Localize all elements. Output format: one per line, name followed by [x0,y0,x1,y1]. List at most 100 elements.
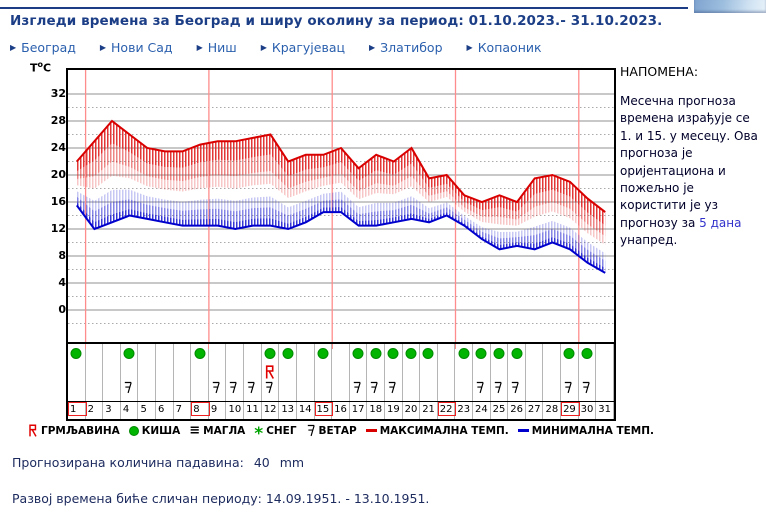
note-text-end: унапред. [620,233,678,248]
rain-icon [194,348,206,359]
day-numbers-row: 1 2 3 4 5 6 7 8 9 10 11 12 13 14 15 16 17 18 19 20 21 22 23 24 2… [66,401,616,421]
note-heading: НАПОМЕНА: [620,64,699,79]
wind-icon [493,379,503,398]
wind-icon [246,379,256,398]
daily-icons-strip [66,344,616,401]
legend-label: МАГЛА [203,424,246,437]
day-icons-24 [473,344,491,401]
day-icons-22 [438,344,456,401]
y-tick-20: 20 [50,168,66,181]
wind-icon [510,379,520,398]
nav-arrow-icon: ▶ [10,42,17,52]
legend-label: МИНИМАЛНА ТЕМП. [531,424,655,437]
day-number-30: 30 [579,402,597,419]
rain-icon [128,425,139,436]
wind-icon [387,379,397,398]
day-icons-7 [174,344,192,401]
nav-arrow-icon: ▶ [99,42,107,52]
day-number-7: 7 [174,402,192,419]
rain-icon [511,348,523,359]
legend-label: ГРМЉАВИНА [41,424,120,437]
thunder-icon [28,424,38,437]
nav-link-4[interactable]: ▶ Крагујевац [261,40,345,55]
plot-area [66,68,616,344]
sunday-tick [208,344,210,349]
rain-icon [422,348,434,359]
nav-arrow-icon: ▶ [260,42,267,52]
day-icons-15 [315,344,333,401]
legend-item-snow: * СНЕГ [254,425,296,443]
day-icons-12 [262,344,280,401]
y-tick-24: 24 [50,141,66,154]
wind-icon [264,379,274,398]
nav-link-2[interactable]: ▶ Нови Сад [100,40,173,55]
day-number-5: 5 [138,402,157,419]
y-tick-12: 12 [50,222,66,235]
precipitation-line: Прогнозирана количина падавина: 40 mm [12,455,304,470]
nav-link-3[interactable]: ▶ Ниш [197,40,237,55]
rain-icon [387,348,399,359]
day-number-26: 26 [508,402,526,419]
legend-label: КИША [141,424,181,437]
day-number-23: 23 [455,402,474,419]
chart-legend: ГРМЉАВИНА КИША ≡ МАГЛА * СНЕГ ВЕТАР МАКСИМАЛНА … [28,422,655,443]
rain-icon [70,348,82,359]
day-number-27: 27 [526,402,544,419]
day-number-31: 31 [596,402,614,419]
sunday-tick [85,344,87,349]
rain-icon [370,348,382,359]
wind-icon [475,379,485,398]
nav-link-5[interactable]: ▶ Златибор [369,40,443,55]
day-number-10: 10 [226,402,245,419]
y-tick-32: 32 [50,87,66,100]
y-tick-4: 4 [58,276,66,289]
day-number-15: 15 [315,402,333,419]
day-number-19: 19 [385,402,403,419]
rain-icon [563,348,575,359]
day-icons-17 [350,344,368,401]
nav-link-6[interactable]: ▶ Копаоник [467,40,542,55]
nav-arrow-icon: ▶ [196,42,203,52]
day-icons-3 [103,344,121,401]
chart-block: 1 2 3 4 5 6 7 8 9 10 11 12 13 14 15 16 17 18 19 20 21 22 23 24 2… [66,68,616,421]
wind-icon [581,379,591,398]
day-icons-21 [420,344,438,401]
note-body: Месечна прогноза времена израђује се 1. … [620,93,763,250]
legend-item-wind: ВЕТАР [306,424,357,437]
day-icons-4 [121,344,139,401]
day-icons-9 [209,344,227,401]
nav-label: Нови Сад [111,40,173,55]
legend-item-thunder: ГРМЉАВИНА [28,424,120,437]
precipitation-label: Прогнозирана количина падавина: [12,455,244,470]
rain-icon [493,348,505,359]
day-icons-11 [244,344,262,401]
day-icons-19 [385,344,403,401]
rain-icon [475,348,487,359]
nav-arrow-icon: ▶ [466,42,473,52]
day-number-2: 2 [86,402,104,419]
day-number-1: 1 [68,402,86,419]
min-temp-line-icon [517,429,529,432]
fog-icon: ≡ [189,422,201,438]
rain-icon [458,348,470,359]
day-number-21: 21 [420,402,438,419]
note-panel: НАПОМЕНА: Месечна прогноза времена израђ… [620,64,763,250]
nav-link-1[interactable]: ▶ Београд [10,40,76,55]
wind-icon [306,424,316,437]
sunday-tick [454,344,456,349]
page-title: Изгледи времена за Београд и ширу околин… [10,13,663,29]
y-tick-8: 8 [58,249,66,262]
nav-label: Ниш [207,40,237,55]
nav-arrow-icon: ▶ [369,42,376,52]
day-icons-13 [279,344,297,401]
day-icons-1 [68,344,86,401]
day-number-18: 18 [367,402,385,419]
day-number-24: 24 [473,402,491,419]
legend-item-rain: КИША [128,424,181,437]
day-icons-18 [367,344,385,401]
day-icons-26 [508,344,526,401]
day-number-3: 3 [103,402,121,419]
day-number-28: 28 [543,402,562,419]
sunday-tick [331,344,333,349]
